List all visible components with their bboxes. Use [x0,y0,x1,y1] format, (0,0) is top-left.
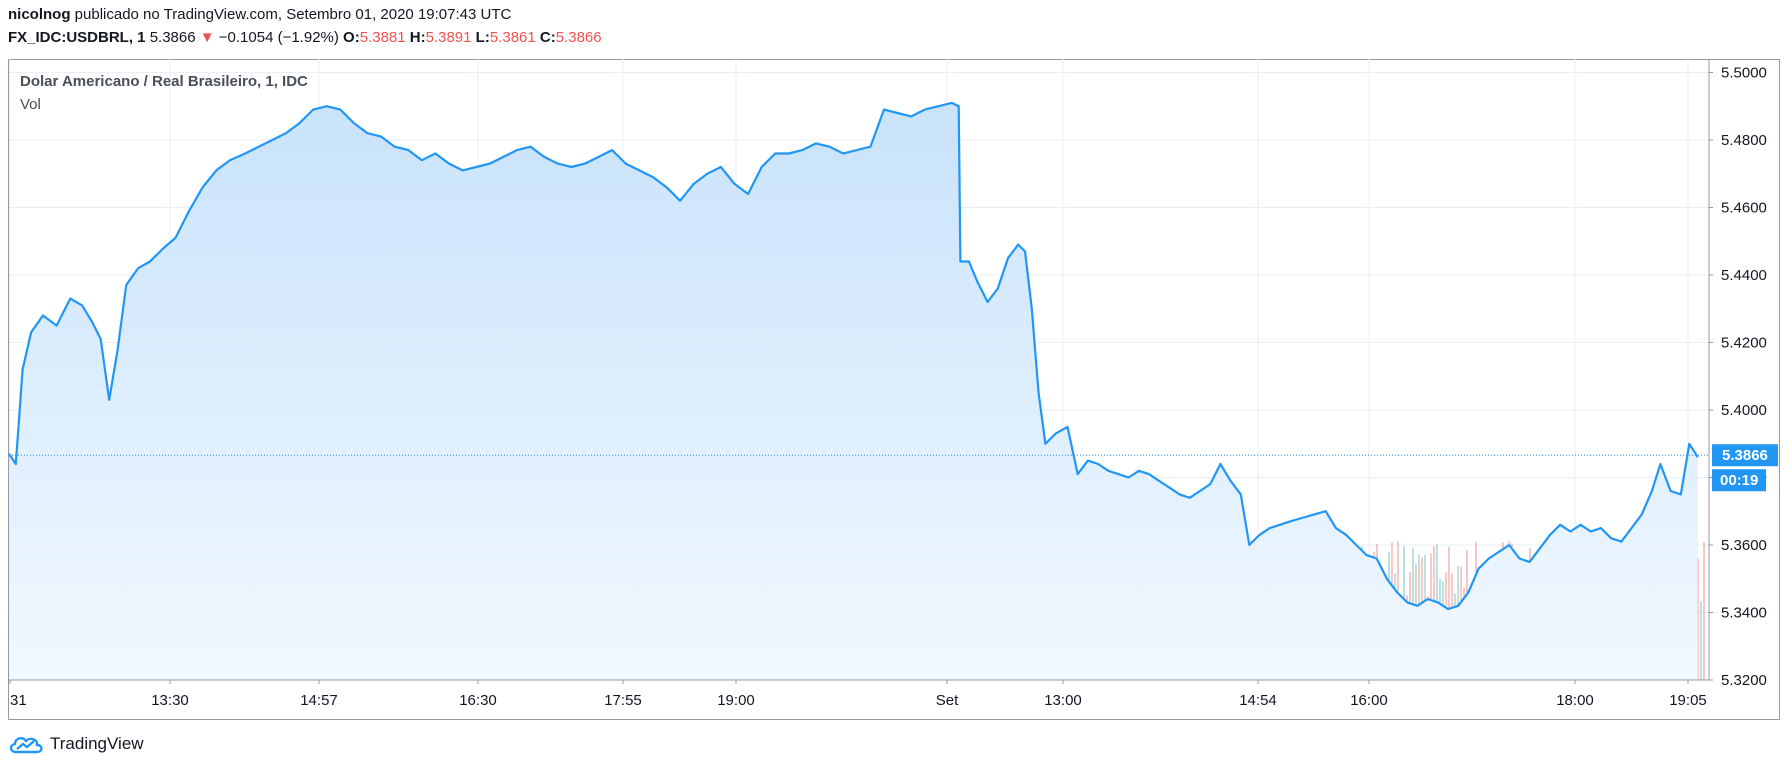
tradingview-cloud-icon [9,736,43,754]
countdown-badge-text: 00:19 [1720,472,1758,489]
y-tick-label-0: 5.5000 [1721,65,1767,82]
volume-legend: Vol [20,96,41,113]
close-value: 5.3866 [555,29,602,46]
x-tick-label-5: 19:00 [717,692,755,709]
x-tick-label-9: 16:00 [1350,692,1388,709]
chart-legend-title: Dolar Americano / Real Brasileiro, 1, ID… [20,73,308,90]
last-price: 5.3866 [149,29,196,46]
close-label: C: [539,29,556,46]
down-arrow-icon: ▼ [199,29,215,46]
x-tick-label-6: Set [936,692,959,709]
open-value: 5.3881 [359,29,406,46]
x-tick-label-1: 13:30 [151,692,189,709]
y-tick-label-4: 5.4200 [1721,335,1767,352]
price-change: −0.1054 (−1.92%) [218,29,339,46]
publish-text: publicado no TradingView.com, Setembro 0… [70,6,512,23]
symbol-label: FX_IDC:USDBRL, 1 [8,29,146,46]
y-tick-label-7: 5.3600 [1721,537,1767,554]
x-tick-label-0: 31 [10,692,27,709]
y-tick-label-8: 5.3400 [1721,605,1767,622]
last-price-badge [1712,444,1778,467]
x-tick-label-4: 17:55 [604,692,642,709]
open-label: O: [343,29,360,46]
price-line[interactable] [8,101,1699,611]
y-tick-label-2: 5.4600 [1721,200,1767,217]
low-value: 5.3861 [489,29,536,46]
author-name[interactable]: nicolnog [8,6,71,23]
x-tick-label-11: 19:05 [1669,692,1707,709]
low-label: L: [475,29,490,46]
chart-frame[interactable] [8,59,1780,720]
tradingview-brand: TradingView [50,734,144,753]
last-price-badge-text: 5.3866 [1722,447,1768,464]
x-tick-label-7: 13:00 [1044,692,1082,709]
y-tick-label-5: 5.4000 [1721,402,1767,419]
tradingview-logo[interactable]: TradingView [8,733,144,755]
x-tick-label-8: 14:54 [1239,692,1277,709]
countdown-badge [1712,469,1766,492]
symbol-ohlc-bar: FX_IDC:USDBRL, 1 5.3866 ▼ −0.1054 (−1.92… [8,29,602,46]
price-area-fill [9,102,1698,680]
high-label: H: [409,29,426,46]
high-value: 5.3891 [425,29,472,46]
y-tick-label-3: 5.4400 [1721,267,1767,284]
publish-info: nicolnog publicado no TradingView.com, S… [8,6,511,23]
y-tick-label-9: 5.3200 [1721,672,1767,689]
x-tick-label-10: 18:00 [1556,692,1594,709]
x-tick-label-3: 16:30 [459,692,497,709]
y-tick-label-1: 5.4800 [1721,132,1767,149]
x-tick-label-2: 14:57 [300,692,338,709]
